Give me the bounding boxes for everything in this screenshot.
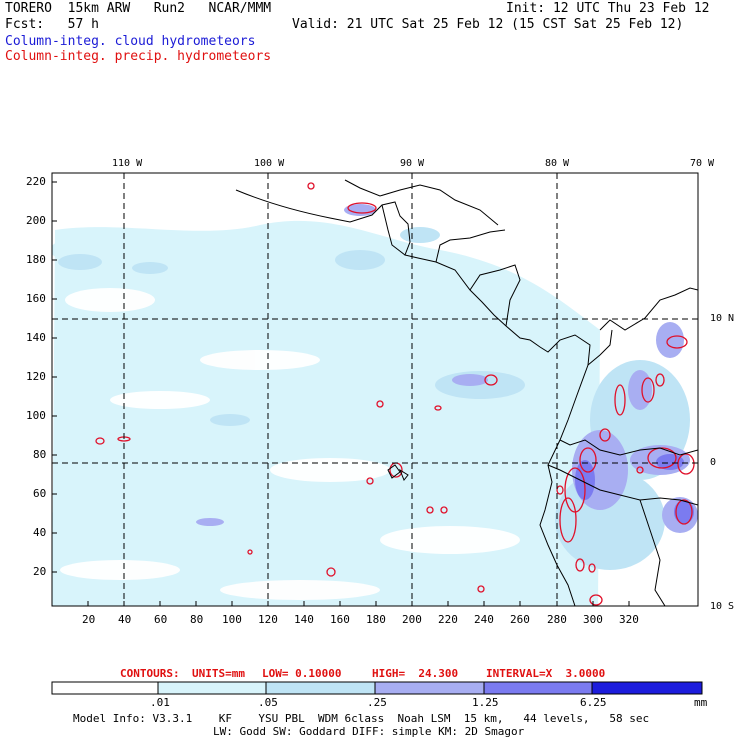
y-tick-label: 80 [33,448,47,461]
x-tick-label: 100 [222,613,242,626]
contours-low: LOW= 0.10000 [262,667,342,680]
lon-label-80w: 80 W [545,158,570,169]
x-tick-label: 60 [154,613,168,626]
x-tick-label: 140 [294,613,314,626]
colorbar-label: 6.25 [580,696,607,709]
y-tick-label: 160 [26,292,46,305]
y-tick-label: 200 [26,214,46,227]
x-tick-label: 280 [547,613,567,626]
x-tick-label: 180 [366,613,386,626]
contours-interval: INTERVAL=X 3.0000 [486,667,606,680]
y-tick-label: 40 [33,526,47,539]
map-frame [51,172,699,607]
x-tick-label: 240 [474,613,494,626]
clear-gaps [55,177,520,600]
y-tick-label: 100 [26,409,46,422]
model-run-title: TORERO 15km ARW Run2 NCAR/MMM [5,1,272,16]
x-tick-label: 300 [583,613,603,626]
y-tick-label: 60 [33,487,47,500]
contours-high: HIGH= 24.300 [372,667,459,680]
x-tick-label: 320 [619,613,639,626]
forecast-hour: Fcst: 57 h [5,17,99,32]
lat-label-10n: 10 N [710,313,735,324]
colorbar-label: .05 [258,696,278,709]
y-tick-label: 180 [26,253,46,266]
field-precip-label: Column-integ. precip. hydrometeors [5,49,272,64]
colorbar-label: 1.25 [472,696,499,709]
cloud-field-light [52,220,600,606]
x-tick-label: 200 [402,613,422,626]
colorbar-label: .01 [150,696,170,709]
field-cloud-label: Column-integ. cloud hydrometeors [5,34,256,49]
colorbar-units: mm [694,696,708,709]
init-time: Init: 12 UTC Thu 23 Feb 12 [506,1,710,16]
x-tick-label: 220 [438,613,458,626]
lat-label-0: 0 [710,457,717,468]
y-tick-label: 20 [33,565,47,578]
lat-label-10s: 10 S [710,601,735,612]
lon-label-110w: 110 W [112,158,143,169]
y-tick-label: 220 [26,175,46,188]
contours-units: UNITS=mm [192,667,245,680]
x-tick-label: 20 [82,613,96,626]
x-tick-label: 80 [190,613,204,626]
y-tick-label: 140 [26,331,46,344]
x-tick-label: 160 [330,613,350,626]
lon-label-90w: 90 W [400,158,425,169]
x-tick-label: 260 [510,613,530,626]
graticule [52,173,698,606]
y-tick-label: 120 [26,370,46,383]
map-field [52,173,698,606]
axis-ticks [52,181,630,606]
model-info-line: Model Info: V3.3.1 KF YSU PBL WDM 6class… [73,712,650,725]
contours-label: CONTOURS: [120,667,180,680]
coastlines [235,179,698,606]
physics-info-line: LW: Godd SW: Goddard DIFF: simple KM: 2D… [213,725,525,738]
lon-label-100w: 100 W [254,158,285,169]
colorbar-label: .25 [367,696,387,709]
x-tick-label: 120 [258,613,278,626]
valid-time: Valid: 21 UTC Sat 25 Feb 12 (15 CST Sat … [292,17,684,32]
lon-label-70w: 70 W [690,158,715,169]
x-tick-label: 40 [118,613,132,626]
